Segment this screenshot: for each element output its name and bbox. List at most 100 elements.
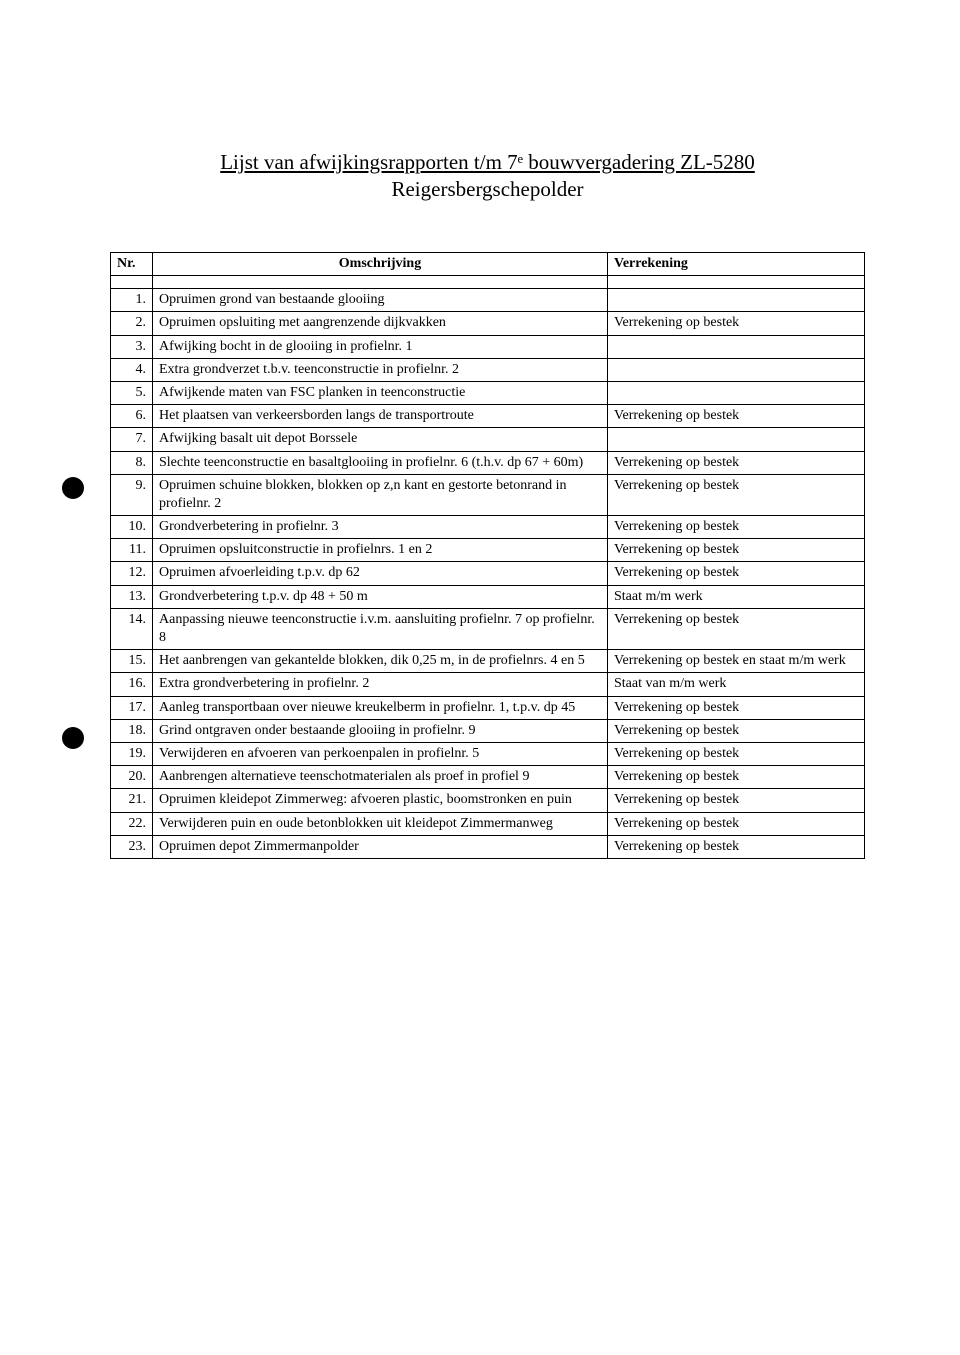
cell-nr: 9. bbox=[111, 474, 153, 515]
cell-nr: 3. bbox=[111, 335, 153, 358]
cell-omschrijving: Aanbrengen alternatieve teenschotmateria… bbox=[153, 766, 608, 789]
cell-omschrijving: Opruimen grond van bestaande glooiing bbox=[153, 289, 608, 312]
cell-verrekening: Verrekening op bestek bbox=[608, 539, 865, 562]
cell-omschrijving: Grondverbetering t.p.v. dp 48 + 50 m bbox=[153, 585, 608, 608]
cell-omschrijving: Opruimen afvoerleiding t.p.v. dp 62 bbox=[153, 562, 608, 585]
cell-omschrijving: Afwijking basalt uit depot Borssele bbox=[153, 428, 608, 451]
title-line-1: Lijst van afwijkingsrapporten t/m 7ᵉ bou… bbox=[220, 150, 755, 175]
cell-verrekening: Verrekening op bestek bbox=[608, 474, 865, 515]
cell-nr: 21. bbox=[111, 789, 153, 812]
table-row: 8.Slechte teenconstructie en basaltglooi… bbox=[111, 451, 865, 474]
cell-nr: 12. bbox=[111, 562, 153, 585]
cell-nr: 23. bbox=[111, 835, 153, 858]
cell-omschrijving: Opruimen depot Zimmermanpolder bbox=[153, 835, 608, 858]
cell-nr: 2. bbox=[111, 312, 153, 335]
cell-omschrijving: Grondverbetering in profielnr. 3 bbox=[153, 516, 608, 539]
cell-nr: 17. bbox=[111, 696, 153, 719]
table-row: 2.Opruimen opsluiting met aangrenzende d… bbox=[111, 312, 865, 335]
table-body: 1.Opruimen grond van bestaande glooiing2… bbox=[111, 289, 865, 859]
title-line-2: Reigersbergschepolder bbox=[110, 177, 865, 202]
cell-verrekening: Verrekening op bestek bbox=[608, 766, 865, 789]
cell-verrekening bbox=[608, 289, 865, 312]
table-row: 21.Opruimen kleidepot Zimmerweg: afvoere… bbox=[111, 789, 865, 812]
cell-verrekening: Verrekening op bestek bbox=[608, 516, 865, 539]
header-nr: Nr. bbox=[111, 253, 153, 276]
table-row: 18.Grind ontgraven onder bestaande glooi… bbox=[111, 719, 865, 742]
cell-nr: 18. bbox=[111, 719, 153, 742]
cell-omschrijving: Afwijking bocht in de glooiing in profie… bbox=[153, 335, 608, 358]
header-verrekening: Verrekening bbox=[608, 253, 865, 276]
cell-verrekening bbox=[608, 381, 865, 404]
table-header-row: Nr. Omschrijving Verrekening bbox=[111, 253, 865, 276]
cell-verrekening: Verrekening op bestek bbox=[608, 812, 865, 835]
cell-nr: 14. bbox=[111, 608, 153, 649]
cell-verrekening: Verrekening op bestek bbox=[608, 608, 865, 649]
cell-verrekening: Staat van m/m werk bbox=[608, 673, 865, 696]
table-row: 6.Het plaatsen van verkeersborden langs … bbox=[111, 405, 865, 428]
cell-omschrijving: Slechte teenconstructie en basaltglooiin… bbox=[153, 451, 608, 474]
cell-nr: 22. bbox=[111, 812, 153, 835]
hole-punch-mark bbox=[62, 727, 84, 749]
cell-omschrijving: Extra grondverbetering in profielnr. 2 bbox=[153, 673, 608, 696]
cell-nr: 13. bbox=[111, 585, 153, 608]
table-row: 4.Extra grondverzet t.b.v. teenconstruct… bbox=[111, 358, 865, 381]
cell-verrekening: Verrekening op bestek bbox=[608, 562, 865, 585]
table-row: 10.Grondverbetering in profielnr. 3Verre… bbox=[111, 516, 865, 539]
cell-verrekening bbox=[608, 358, 865, 381]
cell-omschrijving: Het plaatsen van verkeersborden langs de… bbox=[153, 405, 608, 428]
cell-omschrijving: Verwijderen puin en oude betonblokken ui… bbox=[153, 812, 608, 835]
cell-verrekening: Verrekening op bestek bbox=[608, 312, 865, 335]
table-row: 23.Opruimen depot ZimmermanpolderVerreke… bbox=[111, 835, 865, 858]
cell-nr: 7. bbox=[111, 428, 153, 451]
cell-verrekening: Staat m/m werk bbox=[608, 585, 865, 608]
cell-omschrijving: Aanleg transportbaan over nieuwe kreukel… bbox=[153, 696, 608, 719]
table-row: 22.Verwijderen puin en oude betonblokken… bbox=[111, 812, 865, 835]
cell-nr: 4. bbox=[111, 358, 153, 381]
cell-nr: 10. bbox=[111, 516, 153, 539]
cell-verrekening bbox=[608, 335, 865, 358]
cell-verrekening: Verrekening op bestek bbox=[608, 742, 865, 765]
cell-verrekening: Verrekening op bestek bbox=[608, 405, 865, 428]
cell-omschrijving: Afwijkende maten van FSC planken in teen… bbox=[153, 381, 608, 404]
cell-omschrijving: Opruimen opsluiting met aangrenzende dij… bbox=[153, 312, 608, 335]
cell-nr: 19. bbox=[111, 742, 153, 765]
table-row: 19.Verwijderen en afvoeren van perkoenpa… bbox=[111, 742, 865, 765]
cell-nr: 5. bbox=[111, 381, 153, 404]
table-row: 9.Opruimen schuine blokken, blokken op z… bbox=[111, 474, 865, 515]
cell-omschrijving: Opruimen opsluitconstructie in profielnr… bbox=[153, 539, 608, 562]
header-omschrijving: Omschrijving bbox=[153, 253, 608, 276]
cell-verrekening: Verrekening op bestek en staat m/m werk bbox=[608, 650, 865, 673]
table-row: 17.Aanleg transportbaan over nieuwe kreu… bbox=[111, 696, 865, 719]
document-title: Lijst van afwijkingsrapporten t/m 7ᵉ bou… bbox=[110, 150, 865, 202]
cell-verrekening: Verrekening op bestek bbox=[608, 451, 865, 474]
cell-omschrijving: Extra grondverzet t.b.v. teenconstructie… bbox=[153, 358, 608, 381]
cell-nr: 11. bbox=[111, 539, 153, 562]
cell-omschrijving: Opruimen kleidepot Zimmerweg: afvoeren p… bbox=[153, 789, 608, 812]
table-row: 15.Het aanbrengen van gekantelde blokken… bbox=[111, 650, 865, 673]
deviation-reports-table: Nr. Omschrijving Verrekening 1.Opruimen … bbox=[110, 252, 865, 859]
cell-nr: 20. bbox=[111, 766, 153, 789]
cell-nr: 6. bbox=[111, 405, 153, 428]
cell-omschrijving: Verwijderen en afvoeren van perkoenpalen… bbox=[153, 742, 608, 765]
table-row: 7.Afwijking basalt uit depot Borssele bbox=[111, 428, 865, 451]
cell-verrekening bbox=[608, 428, 865, 451]
cell-omschrijving: Aanpassing nieuwe teenconstructie i.v.m.… bbox=[153, 608, 608, 649]
cell-verrekening: Verrekening op bestek bbox=[608, 696, 865, 719]
cell-verrekening: Verrekening op bestek bbox=[608, 835, 865, 858]
cell-nr: 15. bbox=[111, 650, 153, 673]
table-row: 20.Aanbrengen alternatieve teenschotmate… bbox=[111, 766, 865, 789]
table-row: 1.Opruimen grond van bestaande glooiing bbox=[111, 289, 865, 312]
cell-nr: 8. bbox=[111, 451, 153, 474]
cell-verrekening: Verrekening op bestek bbox=[608, 789, 865, 812]
cell-omschrijving: Grind ontgraven onder bestaande glooiing… bbox=[153, 719, 608, 742]
hole-punch-mark bbox=[62, 477, 84, 499]
cell-omschrijving: Opruimen schuine blokken, blokken op z,n… bbox=[153, 474, 608, 515]
cell-omschrijving: Het aanbrengen van gekantelde blokken, d… bbox=[153, 650, 608, 673]
table-row: 13.Grondverbetering t.p.v. dp 48 + 50 mS… bbox=[111, 585, 865, 608]
cell-verrekening: Verrekening op bestek bbox=[608, 719, 865, 742]
table-row: 5.Afwijkende maten van FSC planken in te… bbox=[111, 381, 865, 404]
cell-nr: 16. bbox=[111, 673, 153, 696]
table-row: 11.Opruimen opsluitconstructie in profie… bbox=[111, 539, 865, 562]
table-row: 12.Opruimen afvoerleiding t.p.v. dp 62Ve… bbox=[111, 562, 865, 585]
table-row: 3.Afwijking bocht in de glooiing in prof… bbox=[111, 335, 865, 358]
